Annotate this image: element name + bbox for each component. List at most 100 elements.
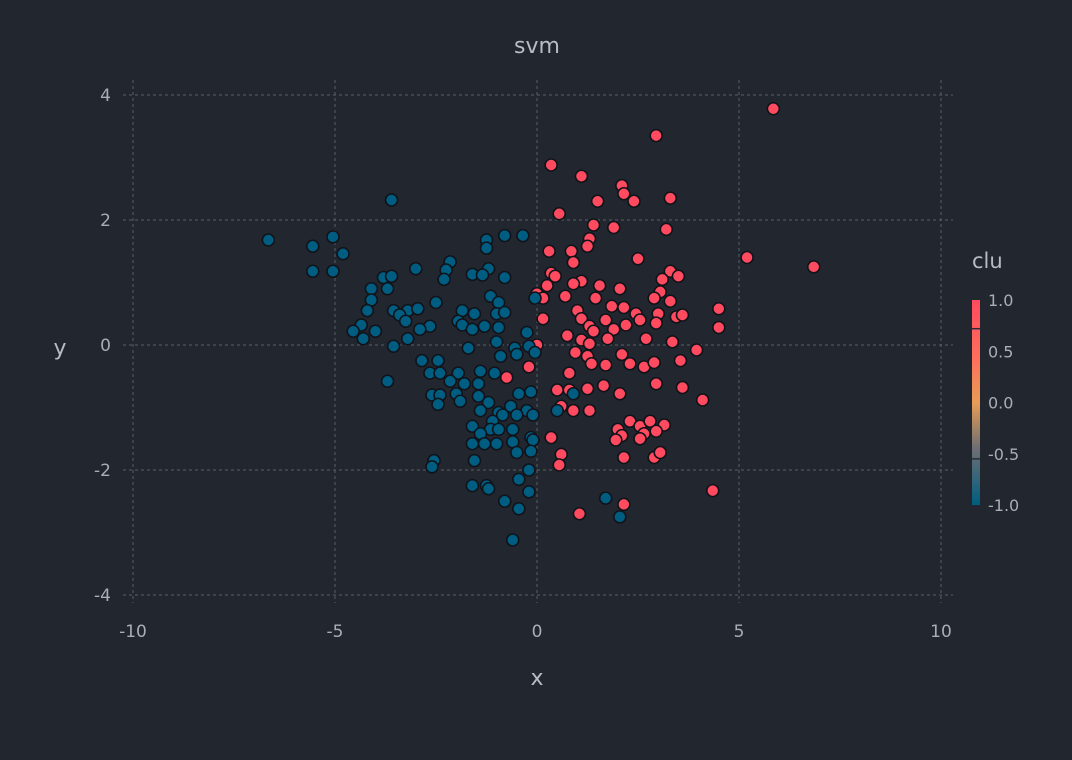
data-point: [598, 491, 613, 505]
data-point: [596, 378, 611, 393]
legend-title: clu: [972, 249, 1003, 273]
data-point: [566, 255, 581, 270]
data-point: [526, 408, 540, 422]
legend-tick-label: 0.5: [988, 342, 1013, 361]
data-point: [711, 301, 726, 316]
data-point: [705, 483, 720, 498]
data-point: [623, 356, 637, 371]
data-point: [617, 186, 631, 201]
data-point: [505, 422, 520, 437]
data-point: [663, 294, 678, 309]
chart-title: svm: [514, 34, 560, 59]
data-point: [675, 308, 690, 322]
data-point: [649, 316, 663, 330]
data-point: [443, 374, 457, 389]
data-point: [497, 228, 512, 243]
data-point: [505, 533, 520, 547]
data-point: [522, 485, 536, 499]
data-point: [582, 403, 597, 418]
data-point: [588, 291, 603, 305]
data-point: [659, 222, 674, 237]
x-tick-label: -10: [119, 622, 147, 642]
data-point: [497, 305, 512, 320]
data-point: [467, 306, 482, 321]
data-point: [613, 386, 627, 401]
data-point: [806, 260, 821, 274]
data-point: [590, 194, 605, 209]
x-axis-ticks: -10 -5 0 5 10: [119, 622, 952, 642]
data-point: [437, 272, 451, 287]
legend-tick-label: -0.5: [988, 445, 1019, 464]
data-point: [689, 343, 704, 357]
data-point: [386, 339, 401, 354]
data-point: [415, 353, 429, 368]
data-point: [425, 460, 439, 474]
data-point: [617, 497, 631, 512]
data-points: [261, 101, 821, 547]
data-point: [512, 501, 526, 516]
data-point: [613, 281, 627, 296]
data-point: [495, 408, 510, 422]
x-tick-label: -5: [327, 622, 344, 642]
legend-tick-label: 0.0: [988, 394, 1013, 413]
data-point: [400, 331, 415, 346]
data-point: [336, 246, 350, 261]
data-point: [305, 239, 320, 254]
data-point: [613, 510, 627, 524]
data-point: [604, 299, 619, 314]
x-tick-label: 0: [532, 622, 543, 642]
data-point: [499, 370, 514, 385]
data-point: [528, 345, 542, 360]
data-point: [633, 431, 647, 446]
data-point: [647, 355, 661, 370]
data-point: [509, 408, 524, 422]
data-point: [558, 289, 573, 304]
data-point: [261, 233, 276, 247]
data-point: [512, 472, 526, 487]
data-point: [408, 261, 423, 276]
x-tick-label: 5: [734, 622, 745, 642]
y-tick-label: 4: [100, 86, 111, 106]
data-point: [413, 322, 427, 337]
data-point: [580, 381, 595, 396]
x-tick-label: 10: [930, 622, 952, 642]
data-point: [473, 364, 488, 379]
data-point: [465, 478, 480, 493]
data-point: [566, 403, 581, 418]
data-point: [477, 319, 492, 334]
data-point: [326, 264, 340, 279]
data-point: [465, 322, 480, 337]
data-point: [562, 366, 577, 380]
y-axis-ticks: -4 -2 0 2 4: [94, 86, 111, 606]
data-point: [461, 341, 476, 355]
data-point: [586, 218, 601, 232]
data-point: [619, 318, 633, 332]
data-point: [566, 386, 581, 401]
data-point: [453, 394, 468, 409]
data-point: [631, 251, 645, 266]
data-point: [481, 481, 496, 496]
data-point: [431, 353, 445, 368]
data-point: [606, 322, 621, 337]
data-point: [544, 430, 558, 445]
data-point: [617, 300, 631, 315]
data-point: [326, 230, 340, 244]
data-point: [526, 433, 540, 447]
data-point: [497, 494, 512, 509]
data-point: [671, 269, 686, 284]
data-point: [489, 335, 504, 349]
data-point: [305, 264, 320, 279]
data-point: [384, 193, 399, 207]
data-point: [493, 349, 508, 364]
legend-ticks: 1.0 0.5 0.0 -0.5 -1.0: [972, 291, 1019, 515]
x-axis-label: x: [530, 666, 543, 691]
data-point: [740, 250, 754, 265]
data-point: [552, 458, 567, 472]
data-point: [663, 191, 678, 205]
data-point: [643, 414, 657, 429]
data-point: [536, 311, 550, 326]
data-point: [542, 244, 556, 259]
data-point: [481, 395, 496, 410]
data-point: [711, 320, 726, 335]
data-point: [516, 228, 530, 243]
